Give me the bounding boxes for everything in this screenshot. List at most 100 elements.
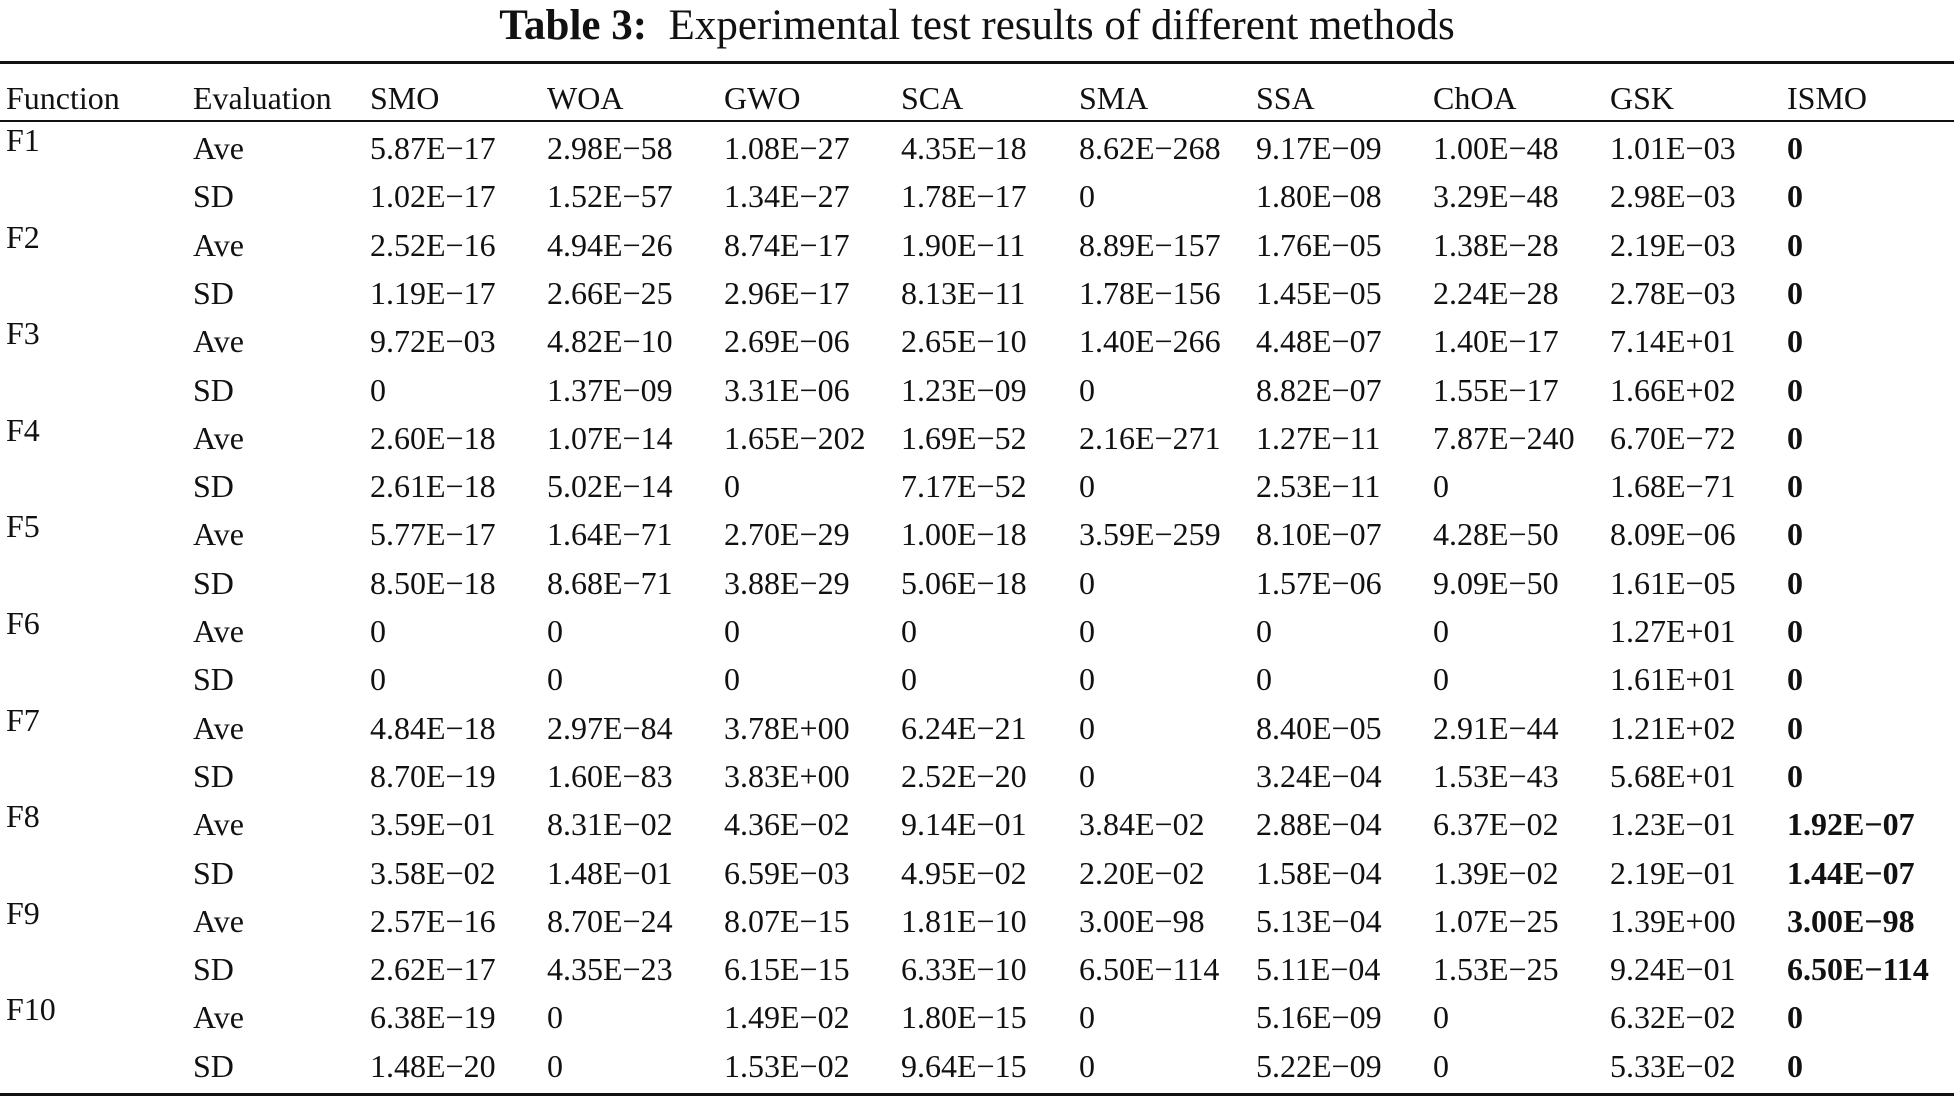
table-row: F10 Ave 6.38E−19 0 1.49E−02 1.80E−15 0 5.16E−09…	[0, 991, 1954, 1041]
value-cell: 1.60E−83	[547, 757, 673, 794]
table-row: F3 Ave 9.72E−03 4.82E−10 2.69E−06 2.65E−10 1.4…	[0, 315, 1954, 365]
value-cell: 3.24E−04	[1256, 757, 1382, 794]
value-cell: 6.33E−10	[901, 951, 1027, 988]
value-cell: 2.20E−02	[1079, 854, 1205, 891]
value-cell: 4.94E−26	[547, 226, 673, 263]
table-row: F5 Ave 5.77E−17 1.64E−71 2.70E−29 1.00E−18 3.5…	[0, 508, 1954, 558]
evaluation-cell: SD	[193, 274, 234, 311]
value-cell: 1.81E−10	[901, 902, 1027, 939]
value-cell: 0	[1787, 709, 1803, 746]
value-cell: 0	[1787, 661, 1803, 698]
column-header: SMA	[1079, 80, 1149, 116]
evaluation-cell: SD	[193, 178, 234, 215]
value-cell: 1.07E−25	[1433, 902, 1559, 939]
value-cell: 2.60E−18	[370, 419, 496, 456]
value-cell: 0	[1787, 757, 1803, 794]
value-cell: 8.50E−18	[370, 564, 496, 601]
table-row: F2 Ave 2.52E−16 4.94E−26 8.74E−17 1.90E−11 8.8…	[0, 219, 1954, 269]
value-cell: 7.17E−52	[901, 468, 1027, 505]
value-cell: 0	[1787, 564, 1803, 601]
value-cell: 0	[1787, 419, 1803, 456]
evaluation-cell: Ave	[193, 999, 244, 1036]
function-cell: F8	[6, 798, 40, 835]
function-cell: F7	[6, 701, 40, 738]
value-cell: 9.17E−09	[1256, 130, 1382, 166]
table-row: F9 Ave 2.57E−16 8.70E−24 8.07E−15 1.81E−10 3.0…	[0, 895, 1954, 945]
value-cell: 1.52E−57	[547, 178, 673, 215]
value-cell: 5.06E−18	[901, 564, 1027, 601]
value-cell: 4.82E−10	[547, 323, 673, 360]
column-header: SCA	[901, 80, 964, 116]
value-cell: 5.16E−09	[1256, 999, 1382, 1036]
table-row: SD 2.61E−18 5.02E−14 0 7.17E−52 0 2.53E−11 0 1.6…	[0, 462, 1954, 510]
value-cell: 3.84E−02	[1079, 806, 1205, 843]
value-cell: 0	[370, 371, 386, 408]
value-cell: 1.34E−27	[724, 178, 850, 215]
value-cell: 2.62E−17	[370, 951, 496, 988]
value-cell: 6.32E−02	[1610, 999, 1736, 1036]
value-cell: 0	[1787, 516, 1803, 553]
value-cell: 2.61E−18	[370, 468, 496, 505]
value-cell: 1.64E−71	[547, 516, 673, 553]
value-cell: 4.84E−18	[370, 709, 496, 746]
value-cell: 1.23E−09	[901, 371, 1027, 408]
value-cell: 1.76E−05	[1256, 226, 1382, 263]
value-cell: 0	[1079, 564, 1095, 601]
table-row: SD 2.62E−17 4.35E−23 6.15E−15 6.33E−10 6.50E−…	[0, 945, 1954, 993]
value-cell: 1.48E−20	[370, 1047, 496, 1084]
value-cell: 1.55E−17	[1433, 371, 1559, 408]
table-row: F1 Ave 5.87E−17 2.98E−58 1.08E−27 4.35E−18 8.6…	[0, 122, 1954, 172]
value-cell: 2.98E−03	[1610, 178, 1736, 215]
value-cell: 3.29E−48	[1433, 178, 1559, 215]
value-cell: 2.70E−29	[724, 516, 850, 553]
value-cell: 1.61E+01	[1610, 661, 1736, 698]
value-cell: 1.02E−17	[370, 178, 496, 215]
value-cell: 0	[1433, 1047, 1449, 1084]
value-cell: 0	[1787, 468, 1803, 505]
value-cell: 8.89E−157	[1079, 226, 1221, 263]
value-cell: 0	[1433, 613, 1449, 649]
value-cell: 0	[1079, 999, 1095, 1036]
value-cell: 5.77E−17	[370, 516, 496, 553]
value-cell: 1.80E−08	[1256, 178, 1382, 215]
value-cell: 3.88E−29	[724, 564, 850, 601]
value-cell: 2.16E−271	[1079, 419, 1221, 456]
function-cell: F9	[6, 894, 40, 931]
value-cell: 8.07E−15	[724, 902, 850, 939]
value-cell: 2.19E−03	[1610, 226, 1736, 263]
value-cell: 0	[1787, 999, 1803, 1036]
value-cell: 1.01E−03	[1610, 130, 1736, 166]
value-cell: 0	[1787, 1047, 1803, 1084]
value-cell: 6.50E−114	[1787, 951, 1929, 988]
value-cell: 1.65E−202	[724, 419, 866, 456]
value-cell: 8.82E−07	[1256, 371, 1382, 408]
value-cell: 3.00E−98	[1079, 902, 1205, 939]
function-cell: F3	[6, 315, 40, 352]
evaluation-cell: SD	[193, 661, 234, 698]
value-cell: 2.96E−17	[724, 274, 850, 311]
value-cell: 2.98E−58	[547, 130, 673, 166]
value-cell: 7.14E+01	[1610, 323, 1736, 360]
evaluation-cell: Ave	[193, 323, 244, 360]
table-row: SD 3.58E−02 1.48E−01 6.59E−03 4.95E−02 2.20E−…	[0, 849, 1954, 897]
value-cell: 1.23E−01	[1610, 806, 1736, 843]
table-row: F4 Ave 2.60E−18 1.07E−14 1.65E−202 1.69E−52 2.…	[0, 412, 1954, 462]
value-cell: 1.40E−266	[1079, 323, 1221, 360]
value-cell: 0	[724, 468, 740, 505]
value-cell: 9.09E−50	[1433, 564, 1559, 601]
value-cell: 0	[1433, 468, 1449, 505]
value-cell: 5.22E−09	[1256, 1047, 1382, 1084]
value-cell: 8.70E−24	[547, 902, 673, 939]
value-cell: 4.35E−18	[901, 130, 1027, 166]
value-cell: 3.00E−98	[1787, 902, 1915, 939]
value-cell: 0	[1787, 130, 1803, 166]
column-header: Function	[6, 80, 120, 116]
value-cell: 1.21E+02	[1610, 709, 1736, 746]
value-cell: 1.90E−11	[901, 226, 1026, 263]
value-cell: 2.52E−20	[901, 757, 1027, 794]
value-cell: 5.13E−04	[1256, 902, 1382, 939]
value-cell: 1.61E−05	[1610, 564, 1736, 601]
value-cell: 1.78E−17	[901, 178, 1027, 215]
value-cell: 0	[1787, 274, 1803, 311]
evaluation-cell: SD	[193, 564, 234, 601]
